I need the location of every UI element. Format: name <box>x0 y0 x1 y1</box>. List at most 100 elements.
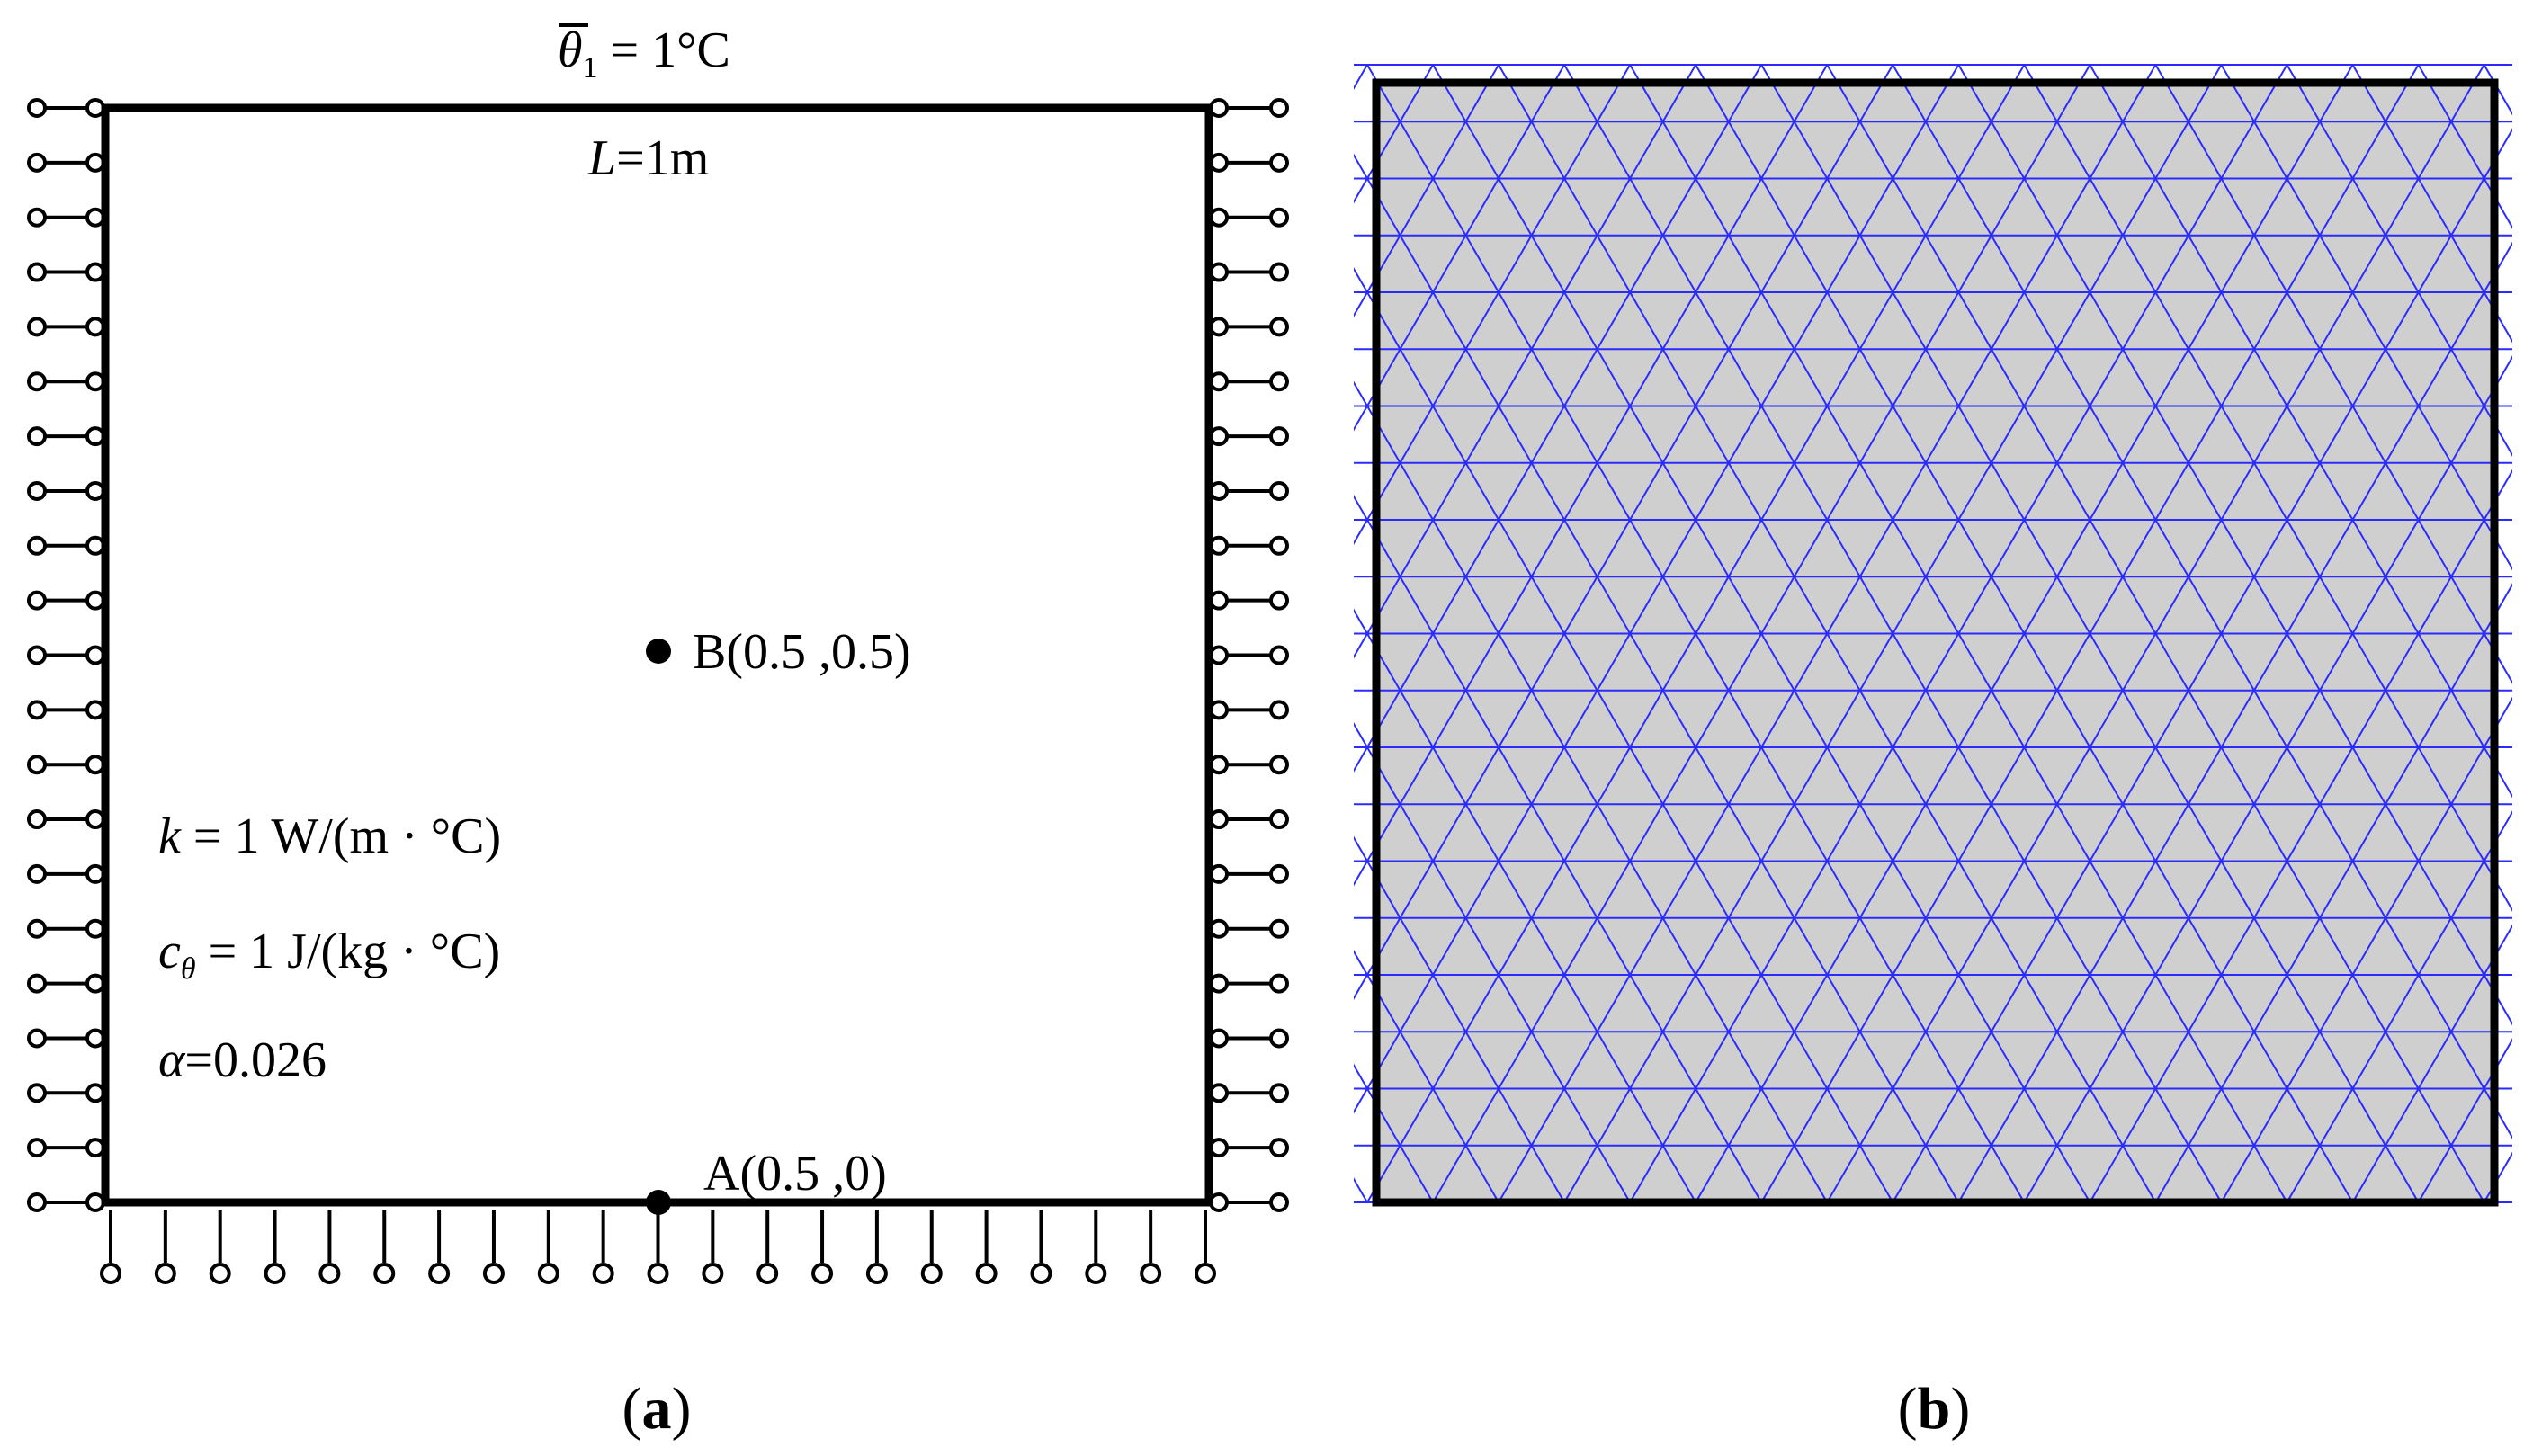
left-support-pin <box>85 98 105 118</box>
right-support-pin <box>1209 863 1229 884</box>
mesh-edge <box>53 65 710 1202</box>
left-support-pin <box>27 480 47 501</box>
mesh-edge <box>1826 64 2485 1203</box>
bottom-support-pin <box>209 1263 231 1284</box>
right-support-pin <box>1209 1083 1229 1103</box>
right-support-pin <box>1209 1028 1229 1049</box>
left-support-pin <box>85 317 105 337</box>
bottom-support-pin <box>318 1263 341 1284</box>
point-b-label: B(0.5 ,0.5) <box>693 624 911 680</box>
left-support-pin <box>85 480 105 501</box>
bottom-support-pin <box>756 1263 779 1284</box>
bottom-support-pin <box>592 1263 614 1284</box>
right-support-pin <box>1209 700 1229 720</box>
right-support-pin <box>1269 535 1289 556</box>
mesh-edge <box>1432 64 2091 1203</box>
bottom-support-pin <box>264 1263 286 1284</box>
right-support-pin <box>1269 1083 1289 1103</box>
mesh-edge <box>2154 64 2512 684</box>
mesh-edge <box>1366 64 2026 1203</box>
mesh-edge <box>1563 64 2223 1203</box>
caption-b: (b) <box>1898 1376 1971 1442</box>
right-support-pin <box>1269 590 1289 611</box>
left-support-pin <box>85 973 105 994</box>
left-support-pin <box>85 207 105 228</box>
bottom-support-pin <box>1140 1263 1162 1284</box>
mesh-edge <box>1354 64 1632 545</box>
bottom-support-pin <box>647 1263 669 1284</box>
point-b-marker <box>646 639 671 664</box>
right-support-pin <box>1269 317 1289 337</box>
right-support-pin <box>1269 700 1289 720</box>
mesh-edge <box>1354 64 1499 317</box>
right-support-pin <box>1269 755 1289 775</box>
triangular-mesh <box>53 64 2512 1203</box>
left-support-pin <box>27 1028 47 1049</box>
right-support-pin <box>1269 1028 1289 1049</box>
bottom-support-pin <box>920 1263 943 1284</box>
left-support-pin <box>85 590 105 611</box>
right-support-pin <box>1209 918 1229 939</box>
bottom-support-pin <box>154 1263 176 1284</box>
length-label: L=1m <box>587 130 709 186</box>
mesh-edge <box>2023 64 2512 912</box>
bottom-support-pin <box>100 1263 121 1284</box>
mesh-edge <box>2220 64 2512 571</box>
left-support-pin <box>85 262 105 282</box>
left-support-pin <box>85 645 105 665</box>
right-support-pin <box>1209 1138 1229 1158</box>
mesh-edge <box>2351 924 2512 1203</box>
right-support-pin <box>1209 371 1229 392</box>
mesh-edge <box>1354 495 1763 1203</box>
left-support-pin <box>27 152 47 173</box>
conductivity-label: k = 1 W/(m · °C) <box>158 808 501 864</box>
heat-capacity-label: cθ = 1 J/(kg · °C) <box>158 924 500 986</box>
left-support-pin <box>27 317 47 337</box>
right-support-pin <box>1209 317 1229 337</box>
right-support-pin <box>1209 262 1229 282</box>
mesh-edge <box>2089 64 2512 799</box>
mesh-edge <box>1498 64 2157 1203</box>
boundary-supports <box>27 98 1289 1284</box>
mesh-edge <box>1354 267 1894 1203</box>
mesh-edge <box>1695 64 2354 1203</box>
left-support-pin <box>27 645 47 665</box>
right-support-pin <box>1209 755 1229 775</box>
mesh-edge <box>1892 64 2512 1139</box>
left-support-pin <box>85 1083 105 1103</box>
point-a-label: A(0.5 ,0) <box>703 1146 887 1201</box>
right-support-pin <box>1209 207 1229 228</box>
bottom-support-pin <box>428 1263 451 1284</box>
left-support-pin <box>85 700 105 720</box>
left-support-pin <box>27 918 47 939</box>
left-support-pin <box>85 1192 105 1212</box>
mesh-edge <box>1354 722 1632 1203</box>
mesh-edge <box>1957 64 2512 1026</box>
right-support-pin <box>1269 809 1289 830</box>
mesh-edge <box>1354 380 1829 1203</box>
point-a-marker <box>646 1190 671 1215</box>
right-support-pin <box>1269 1192 1289 1212</box>
mesh-edge <box>2286 64 2512 457</box>
right-support-pin <box>1269 1138 1289 1158</box>
right-support-pin <box>1209 535 1229 556</box>
mesh-edge <box>1354 950 1499 1203</box>
alpha-label: α=0.026 <box>158 1032 327 1088</box>
bottom-support-pin <box>537 1263 559 1284</box>
mesh-edge <box>1354 608 1697 1203</box>
right-support-pin <box>1269 98 1289 118</box>
mesh-edge <box>1354 64 1565 432</box>
right-support-pin <box>1269 645 1289 665</box>
right-support-pin <box>1209 973 1229 994</box>
mesh-edge <box>1354 153 1960 1203</box>
left-support-pin <box>27 207 47 228</box>
left-support-pin <box>85 755 105 775</box>
right-support-pin <box>1209 152 1229 173</box>
right-support-pin <box>1269 207 1289 228</box>
bottom-support-pin <box>482 1263 505 1284</box>
right-support-pin <box>1269 863 1289 884</box>
bottom-support-pin <box>1085 1263 1107 1284</box>
left-support-pin <box>85 863 105 884</box>
left-support-pin <box>27 1138 47 1158</box>
